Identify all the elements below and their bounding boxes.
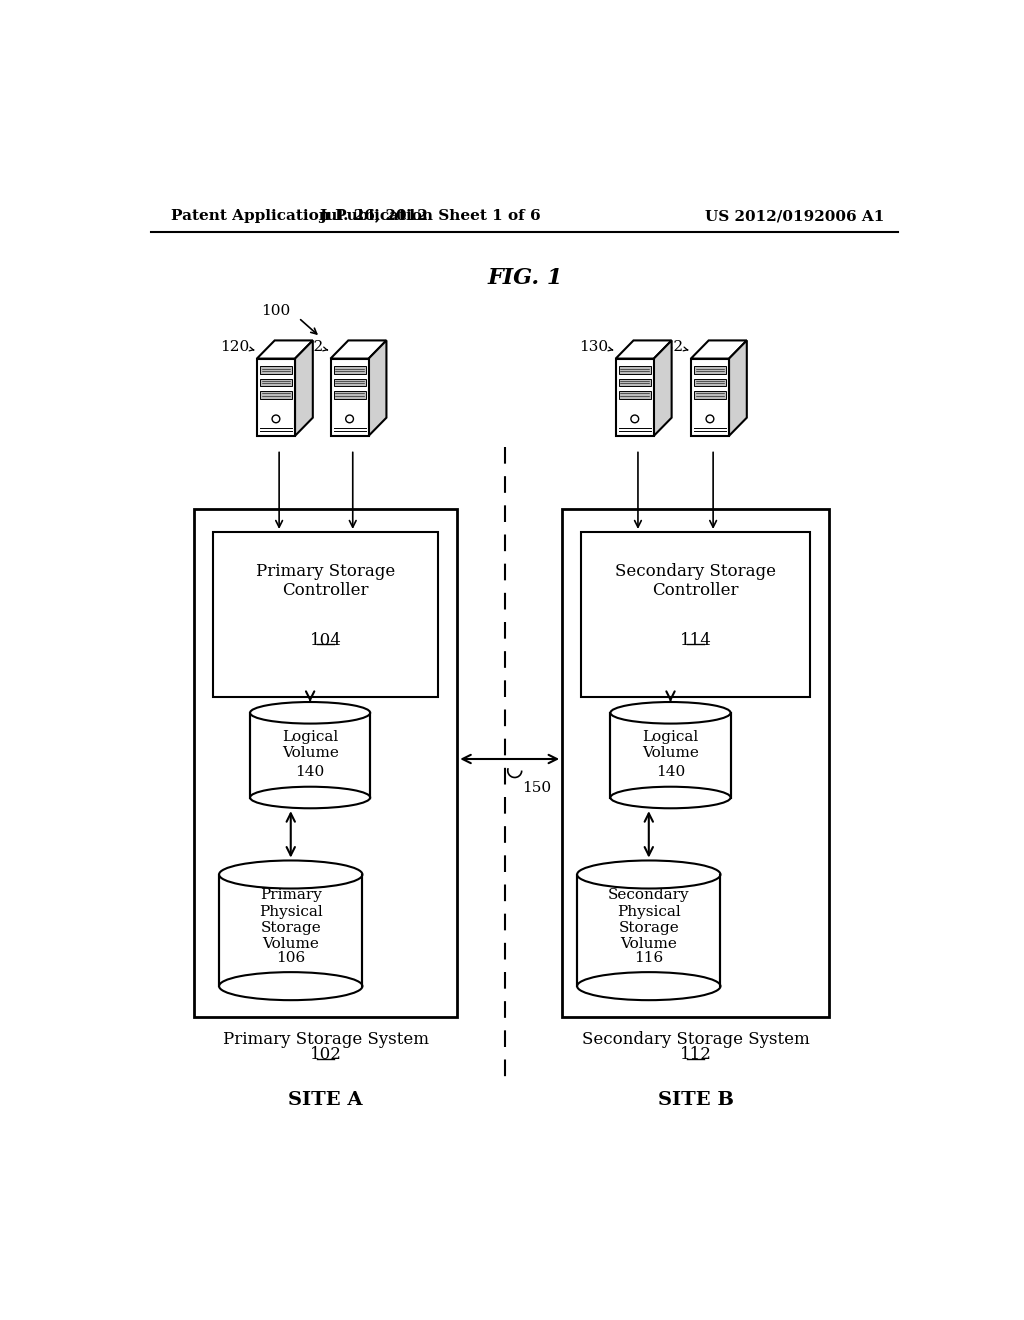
Text: Secondary Storage
Controller: Secondary Storage Controller (615, 562, 776, 599)
Text: 104: 104 (309, 632, 342, 649)
Bar (194, 508, 458, 1016)
Bar (610, 713, 730, 797)
Bar (618, 379, 650, 387)
Text: Patent Application Publication: Patent Application Publication (171, 209, 432, 223)
Text: SITE B: SITE B (657, 1090, 733, 1109)
Text: Logical
Volume: Logical Volume (282, 730, 339, 760)
Ellipse shape (219, 861, 362, 888)
Bar (334, 367, 366, 374)
Text: 114: 114 (680, 632, 712, 649)
Polygon shape (729, 341, 746, 436)
Ellipse shape (578, 972, 721, 1001)
Text: 140: 140 (656, 766, 685, 779)
Bar (694, 391, 726, 399)
Polygon shape (257, 341, 312, 359)
Bar (691, 359, 729, 436)
Bar (257, 359, 295, 436)
Bar (213, 532, 438, 697)
Polygon shape (691, 341, 746, 359)
Bar (694, 379, 726, 387)
Text: Logical
Volume: Logical Volume (642, 730, 699, 760)
Polygon shape (331, 341, 386, 359)
Polygon shape (295, 341, 312, 436)
Text: Secondary
Physical
Storage
Volume: Secondary Physical Storage Volume (608, 888, 689, 950)
Text: 132: 132 (654, 341, 684, 354)
Bar (562, 508, 829, 1016)
Bar (615, 359, 654, 436)
Text: Primary
Physical
Storage
Volume: Primary Physical Storage Volume (259, 888, 323, 950)
Text: 102: 102 (309, 1047, 342, 1063)
Text: SITE A: SITE A (289, 1090, 362, 1109)
Bar (250, 713, 371, 797)
Bar (694, 367, 726, 374)
Text: 116: 116 (634, 952, 664, 965)
Bar (334, 391, 366, 399)
Text: FIG. 1: FIG. 1 (487, 267, 562, 289)
Text: 140: 140 (296, 766, 325, 779)
Ellipse shape (578, 861, 721, 888)
Bar (618, 367, 650, 374)
Text: Primary Storage
Controller: Primary Storage Controller (256, 562, 395, 599)
Text: 130: 130 (580, 341, 608, 354)
Bar (219, 874, 362, 986)
Ellipse shape (610, 702, 730, 723)
Text: 100: 100 (261, 304, 291, 318)
Bar (260, 367, 292, 374)
Polygon shape (615, 341, 672, 359)
Ellipse shape (250, 787, 371, 808)
Ellipse shape (610, 787, 730, 808)
Bar (578, 874, 721, 986)
Polygon shape (369, 341, 386, 436)
Text: 106: 106 (276, 952, 305, 965)
Bar (260, 379, 292, 387)
Text: 112: 112 (680, 1047, 712, 1063)
Polygon shape (654, 341, 672, 436)
Ellipse shape (250, 702, 371, 723)
Text: US 2012/0192006 A1: US 2012/0192006 A1 (705, 209, 884, 223)
Bar (334, 379, 366, 387)
Text: 122: 122 (294, 341, 324, 354)
Bar (582, 532, 810, 697)
Bar (260, 391, 292, 399)
Text: Secondary Storage System: Secondary Storage System (582, 1031, 810, 1048)
Text: Jul. 26, 2012  Sheet 1 of 6: Jul. 26, 2012 Sheet 1 of 6 (319, 209, 541, 223)
Bar (618, 391, 650, 399)
Text: 120: 120 (220, 341, 250, 354)
Text: 150: 150 (522, 781, 552, 795)
Ellipse shape (219, 972, 362, 1001)
Text: Primary Storage System: Primary Storage System (222, 1031, 429, 1048)
Bar (331, 359, 369, 436)
